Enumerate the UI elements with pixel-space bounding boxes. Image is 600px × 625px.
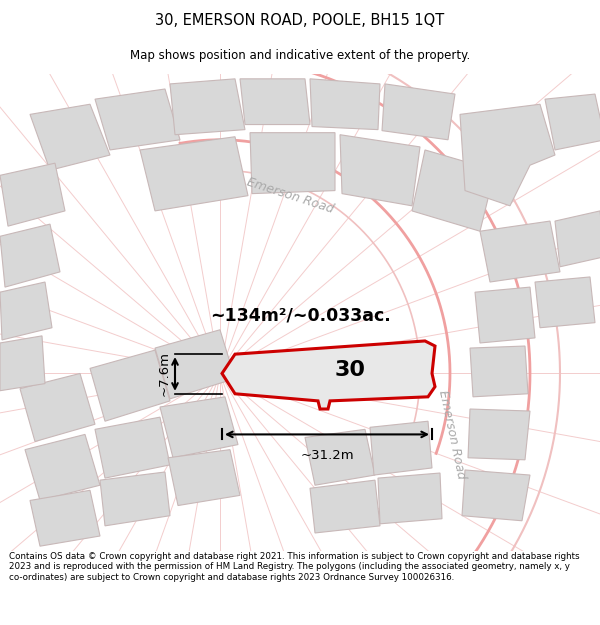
Polygon shape	[168, 449, 240, 506]
Polygon shape	[160, 397, 238, 458]
Polygon shape	[30, 104, 110, 170]
Polygon shape	[25, 434, 100, 501]
Text: Emerson Road: Emerson Road	[436, 389, 468, 480]
Polygon shape	[378, 473, 442, 524]
Polygon shape	[90, 350, 170, 421]
Text: 30: 30	[335, 361, 365, 381]
Polygon shape	[310, 79, 380, 129]
Polygon shape	[140, 137, 248, 211]
Polygon shape	[240, 79, 310, 124]
Text: ~134m²/~0.033ac.: ~134m²/~0.033ac.	[209, 306, 391, 324]
Polygon shape	[545, 94, 600, 150]
Polygon shape	[95, 89, 180, 150]
Polygon shape	[468, 409, 530, 460]
Polygon shape	[20, 374, 95, 441]
Polygon shape	[340, 135, 420, 206]
Polygon shape	[412, 150, 495, 231]
Polygon shape	[0, 163, 65, 226]
Polygon shape	[370, 421, 432, 475]
Text: 30, EMERSON ROAD, POOLE, BH15 1QT: 30, EMERSON ROAD, POOLE, BH15 1QT	[155, 13, 445, 28]
Polygon shape	[475, 287, 535, 343]
Text: Emerson Road: Emerson Road	[245, 176, 335, 216]
Polygon shape	[305, 429, 375, 485]
Polygon shape	[0, 224, 60, 287]
Polygon shape	[0, 336, 45, 391]
Polygon shape	[30, 490, 100, 546]
Polygon shape	[555, 211, 600, 267]
Text: Map shows position and indicative extent of the property.: Map shows position and indicative extent…	[130, 49, 470, 62]
Polygon shape	[155, 330, 235, 399]
Polygon shape	[470, 346, 528, 397]
Polygon shape	[462, 470, 530, 521]
Text: Contains OS data © Crown copyright and database right 2021. This information is : Contains OS data © Crown copyright and d…	[9, 552, 580, 582]
Polygon shape	[100, 472, 170, 526]
Polygon shape	[310, 480, 380, 533]
Polygon shape	[480, 221, 560, 282]
Text: ~31.2m: ~31.2m	[300, 449, 354, 462]
Polygon shape	[0, 282, 52, 340]
Polygon shape	[250, 132, 335, 194]
Polygon shape	[460, 104, 555, 206]
Polygon shape	[95, 417, 170, 478]
Polygon shape	[222, 341, 435, 409]
Text: ~7.6m: ~7.6m	[158, 351, 171, 396]
Polygon shape	[535, 277, 595, 328]
Polygon shape	[382, 84, 455, 140]
Polygon shape	[170, 79, 245, 135]
